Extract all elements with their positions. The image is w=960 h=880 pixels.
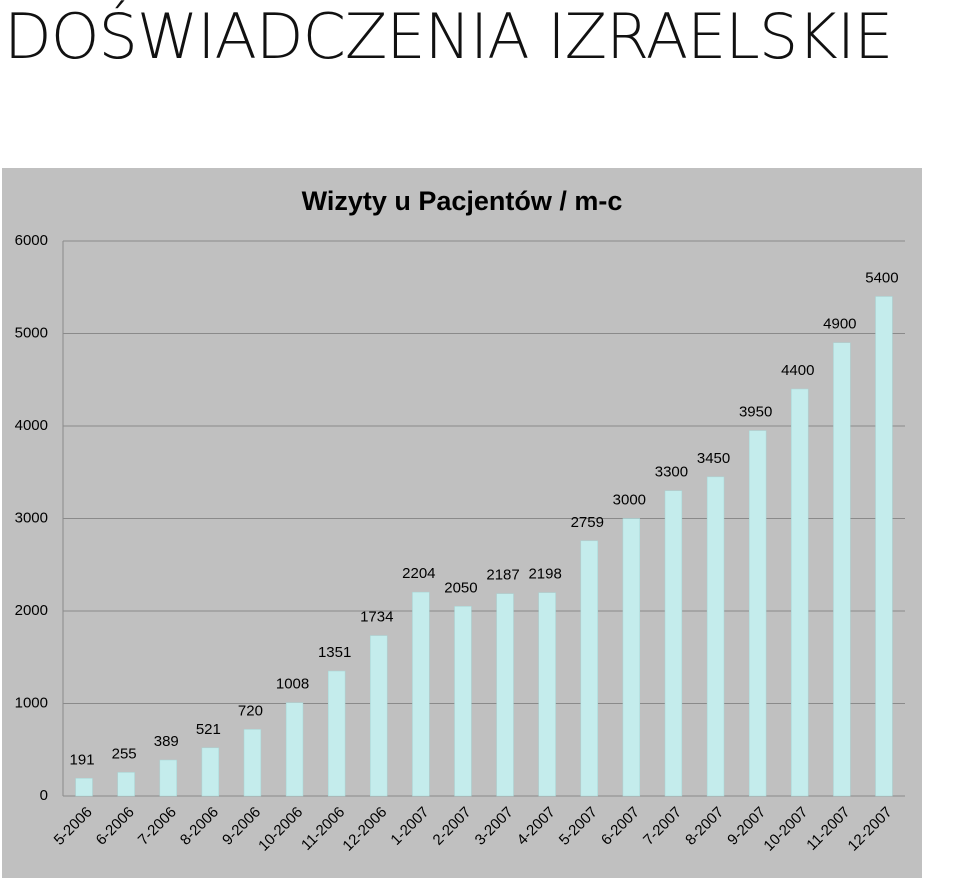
bar <box>791 388 809 797</box>
y-tick-label: 0 <box>40 787 48 804</box>
data-label: 3000 <box>613 491 646 508</box>
data-label: 255 <box>112 745 137 762</box>
data-label: 1008 <box>276 676 309 693</box>
bar <box>580 540 598 797</box>
data-label: 521 <box>196 721 221 738</box>
bar <box>370 635 388 797</box>
data-label: 2187 <box>486 567 519 584</box>
data-label: 1351 <box>318 644 351 661</box>
y-tick-label: 1000 <box>15 694 48 711</box>
data-label: 5400 <box>865 269 898 286</box>
slide-title: DOŚWIADCZENIA IZRAELSKIE <box>4 0 893 73</box>
chart-title: Wizyty u Pacjentów / m-c <box>302 186 623 216</box>
data-label: 2759 <box>571 514 604 531</box>
bar <box>622 518 641 797</box>
y-tick-label: 4000 <box>15 417 48 434</box>
data-label: 3450 <box>697 450 730 467</box>
data-label: 1734 <box>360 609 393 626</box>
bar <box>454 606 472 797</box>
y-tick-label: 6000 <box>15 232 48 249</box>
bar <box>496 593 514 797</box>
data-label: 720 <box>238 702 263 719</box>
bar <box>748 430 767 797</box>
bar <box>412 591 430 797</box>
bar <box>833 342 851 797</box>
bar <box>75 778 93 797</box>
bar <box>285 702 304 797</box>
data-label: 4400 <box>781 362 814 379</box>
data-label: 4900 <box>823 316 856 333</box>
bar <box>159 759 177 797</box>
data-label: 3950 <box>739 404 772 421</box>
data-label: 2050 <box>444 579 477 596</box>
bar <box>706 476 725 797</box>
bar <box>243 729 262 797</box>
data-label: 2198 <box>528 566 561 583</box>
bar <box>875 296 893 797</box>
data-label: 2204 <box>402 565 435 582</box>
bar <box>201 747 220 797</box>
data-label: 191 <box>70 751 95 768</box>
y-tick-label: 3000 <box>15 509 48 526</box>
y-tick-label: 5000 <box>15 324 48 341</box>
bar <box>327 670 346 797</box>
y-tick-label: 2000 <box>15 602 48 619</box>
data-label: 389 <box>154 733 179 750</box>
bar <box>538 592 556 797</box>
bar <box>117 772 135 797</box>
bar <box>664 490 683 797</box>
data-label: 3300 <box>655 464 688 481</box>
